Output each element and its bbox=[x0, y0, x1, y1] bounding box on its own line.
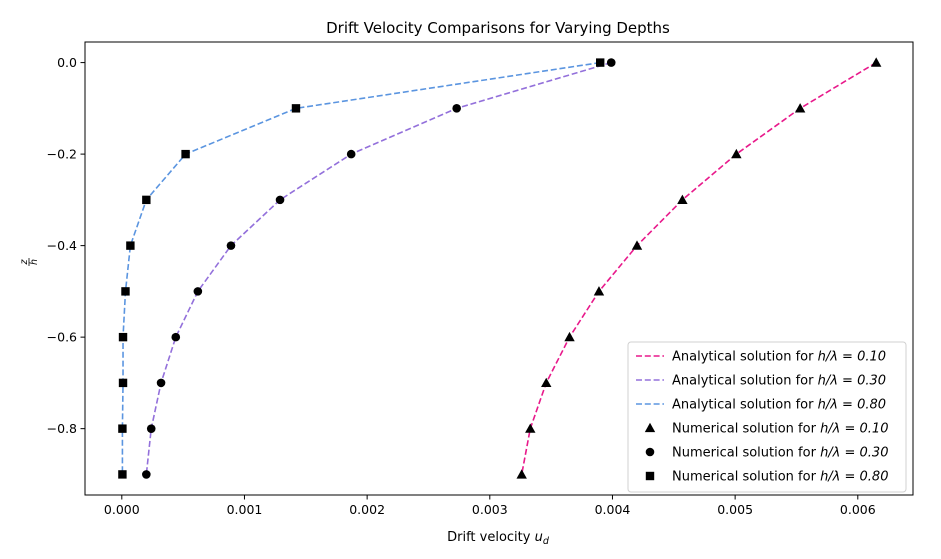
legend-label-math: h/λ = 0.30 bbox=[820, 446, 888, 461]
legend-marker-swatch bbox=[645, 447, 655, 457]
legend-box bbox=[627, 341, 907, 493]
numerical-point-3 bbox=[731, 148, 742, 159]
legend-entry-label: Analytical solution for h/λ = 0.10 bbox=[672, 350, 886, 365]
numerical-point-3 bbox=[631, 240, 643, 250]
analytical-series-line-2 bbox=[121, 61, 601, 475]
numerical-point-4 bbox=[606, 58, 616, 67]
numerical-point-4 bbox=[193, 287, 203, 296]
x-tick-label: 0.004 bbox=[595, 502, 631, 517]
numerical-point-5 bbox=[291, 104, 301, 113]
y-axis-label-numerator: z bbox=[19, 259, 30, 266]
y-tick-label: −0.4 bbox=[47, 238, 77, 253]
legend-marker-swatch bbox=[645, 471, 655, 481]
y-tick-label: −0.6 bbox=[47, 330, 77, 345]
numerical-point-3 bbox=[871, 57, 882, 67]
axes-frame bbox=[84, 41, 914, 496]
numerical-point-5 bbox=[121, 287, 130, 296]
numerical-point-5 bbox=[181, 149, 190, 159]
legend-entries: Analytical solution for h/λ = 0.10Analyt… bbox=[636, 350, 888, 485]
legend-label-prefix: Numerical solution for bbox=[672, 470, 820, 485]
y-axis-ticks: 0.0 −0.2 −0.4 −0.6 −0.8 bbox=[47, 55, 85, 436]
numerical-point-3 bbox=[794, 103, 806, 113]
numerical-point-3 bbox=[677, 194, 688, 205]
x-axis-label: Drift velocity ud bbox=[447, 530, 550, 547]
analytical-series-line-0 bbox=[520, 61, 877, 475]
y-axis-label: z h bbox=[19, 258, 40, 266]
numerical-point-4 bbox=[452, 104, 461, 113]
numerical-point-4 bbox=[142, 470, 151, 479]
legend-label-math: h/λ = 0.80 bbox=[818, 398, 886, 413]
numerical-point-5 bbox=[118, 378, 128, 388]
legend-label-prefix: Analytical solution for bbox=[672, 398, 818, 413]
chart-title: Drift Velocity Comparisons for Varying D… bbox=[326, 19, 670, 37]
numerical-point-4 bbox=[146, 424, 156, 433]
legend-label-prefix: Analytical solution for bbox=[672, 374, 818, 389]
numerical-point-5 bbox=[118, 332, 128, 342]
x-tick-label: 0.003 bbox=[472, 502, 508, 517]
x-axis-label-variable: u bbox=[535, 530, 543, 545]
numerical-point-3 bbox=[525, 423, 536, 433]
numerical-point-4 bbox=[226, 241, 236, 250]
legend-label-math: h/λ = 0.10 bbox=[818, 350, 886, 365]
x-tick-label: 0.001 bbox=[227, 502, 263, 517]
y-axis-label-denominator: h bbox=[29, 259, 40, 265]
numerical-point-4 bbox=[156, 378, 166, 388]
x-tick-label: 0.006 bbox=[840, 502, 876, 517]
legend-label-prefix: Numerical solution for bbox=[672, 446, 820, 461]
legend: Analytical solution for h/λ = 0.10Analyt… bbox=[627, 341, 907, 493]
numerical-point-5 bbox=[126, 241, 135, 250]
numerical-point-3 bbox=[516, 469, 527, 479]
numerical-point-4 bbox=[346, 149, 356, 159]
numerical-point-5 bbox=[118, 470, 127, 479]
legend-entry-label: Numerical solution for h/λ = 0.30 bbox=[672, 446, 888, 461]
legend-label-math: h/λ = 0.30 bbox=[818, 374, 886, 389]
numerical-point-3 bbox=[564, 331, 575, 342]
x-tick-label: 0.002 bbox=[349, 502, 385, 517]
legend-entry-label: Analytical solution for h/λ = 0.80 bbox=[672, 398, 886, 413]
numerical-point-4 bbox=[275, 195, 285, 205]
numerical-point-5 bbox=[596, 58, 605, 67]
y-tick-label: 0.0 bbox=[57, 55, 77, 70]
legend-label-math: h/λ = 0.80 bbox=[820, 470, 888, 485]
numerical-point-3 bbox=[593, 286, 605, 296]
x-axis-ticks: 0.000 0.001 0.002 0.003 0.004 0.005 0.006 bbox=[104, 495, 876, 517]
legend-label-math: h/λ = 0.10 bbox=[820, 422, 888, 437]
x-tick-label: 0.005 bbox=[717, 502, 753, 517]
numerical-point-5 bbox=[118, 424, 127, 433]
y-tick-label: −0.8 bbox=[47, 421, 77, 436]
numerical-point-3 bbox=[541, 377, 552, 388]
legend-entry-label: Analytical solution for h/λ = 0.30 bbox=[672, 374, 886, 389]
y-tick-label: −0.2 bbox=[47, 147, 77, 162]
numerical-point-4 bbox=[171, 332, 181, 342]
x-axis-label-text: Drift velocity bbox=[447, 530, 534, 545]
legend-marker-swatch bbox=[644, 422, 656, 433]
legend-label-prefix: Numerical solution for bbox=[672, 422, 820, 437]
legend-label-prefix: Analytical solution for bbox=[672, 350, 818, 365]
x-axis-label-subscript: d bbox=[543, 536, 550, 547]
plot-area bbox=[118, 57, 882, 479]
legend-entry-label: Numerical solution for h/λ = 0.10 bbox=[672, 422, 888, 437]
x-tick-label: 0.000 bbox=[104, 502, 140, 517]
legend-entry-label: Numerical solution for h/λ = 0.80 bbox=[672, 470, 888, 485]
numerical-point-5 bbox=[142, 195, 151, 205]
